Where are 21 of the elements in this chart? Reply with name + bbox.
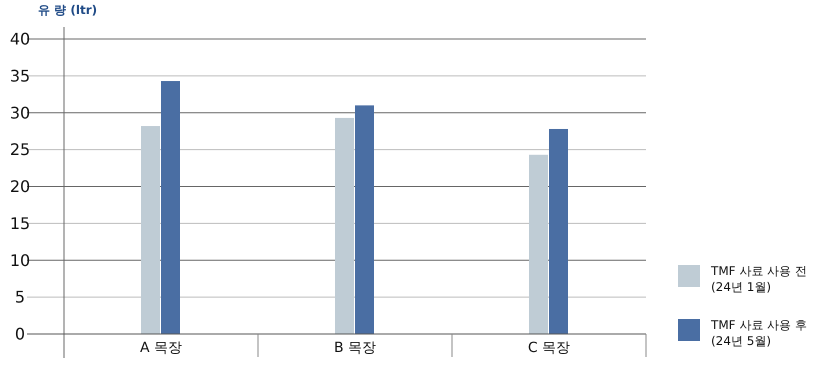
y-tick-label: 30 [10, 103, 30, 122]
bar [335, 118, 354, 334]
bar [549, 128, 568, 334]
legend-label: TMF 사료 사용 전 (24년 1월) [710, 264, 808, 294]
y-tick-label: 35 [10, 66, 30, 86]
y-tick-label: 20 [10, 177, 30, 196]
y-tick-label: 10 [10, 250, 30, 270]
x-tick-label: B 목장 [334, 340, 376, 356]
bar [355, 105, 374, 334]
bar [529, 154, 548, 334]
x-tick-label: A 목장 [140, 340, 182, 356]
bar [161, 81, 180, 334]
bar [141, 126, 160, 334]
y-tick-label: 15 [10, 214, 30, 233]
legend-label: TMF 사료 사용 후 (24년 5월) [710, 318, 808, 348]
y-tick-label: 0 [14, 324, 26, 344]
y-axis-title: 유 량 (ltr) [38, 3, 98, 17]
y-tick-label: 40 [10, 30, 30, 48]
y-tick-label: 25 [10, 140, 30, 160]
x-tick-label: C 목장 [528, 340, 570, 356]
y-tick-label: 5 [14, 288, 26, 307]
